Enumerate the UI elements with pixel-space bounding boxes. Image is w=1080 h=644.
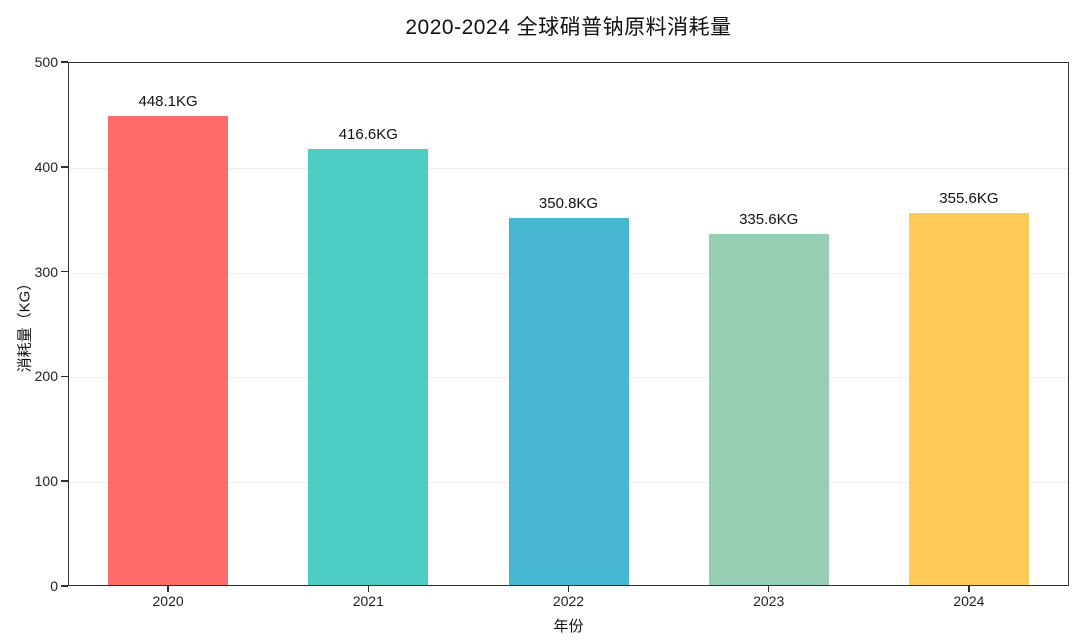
y-tick-label: 500 bbox=[34, 54, 58, 70]
x-axis-tick bbox=[767, 586, 770, 592]
y-axis-tick bbox=[61, 480, 68, 482]
x-axis-tick bbox=[567, 586, 570, 592]
x-tick-label-2023: 2023 bbox=[753, 593, 785, 609]
bar-value-label-2020: 448.1KG bbox=[138, 93, 198, 111]
bar-value-label-2022: 350.8KG bbox=[538, 195, 599, 213]
y-tick-label: 0 bbox=[50, 578, 58, 594]
bar-2021 bbox=[308, 149, 429, 585]
bar-2022 bbox=[508, 218, 629, 585]
x-axis-tick bbox=[968, 586, 970, 592]
bar-value-label-2024: 355.6KG bbox=[939, 190, 999, 208]
y-tick-label: 400 bbox=[34, 158, 58, 175]
gridline-y-400 bbox=[69, 167, 1068, 169]
x-axis-label: 年份 bbox=[553, 618, 584, 635]
y-axis-tick bbox=[61, 375, 68, 378]
x-axis-tick bbox=[367, 586, 370, 592]
bar-value-label-2023: 335.6KG bbox=[739, 211, 799, 229]
bar-2020 bbox=[108, 116, 229, 585]
bar-2023 bbox=[708, 234, 829, 585]
chart-title: 2020-2024 全球硝普钠原料消耗量 bbox=[405, 16, 732, 39]
y-axis-label: 消耗量（KG） bbox=[16, 275, 34, 373]
y-axis-tick bbox=[61, 270, 68, 273]
y-tick-label: 100 bbox=[34, 473, 58, 490]
x-tick-label-2020: 2020 bbox=[152, 593, 184, 609]
x-axis-tick bbox=[167, 586, 169, 592]
bar-2024 bbox=[908, 213, 1029, 585]
x-tick-label-2021: 2021 bbox=[352, 593, 384, 609]
y-axis-tick bbox=[61, 585, 68, 587]
y-tick-label: 300 bbox=[34, 263, 58, 280]
x-tick-label-2022: 2022 bbox=[552, 593, 585, 609]
x-tick-label-2024: 2024 bbox=[953, 593, 985, 609]
y-tick-label: 200 bbox=[34, 368, 58, 385]
y-axis-tick bbox=[61, 166, 68, 168]
bar-value-label-2021: 416.6KG bbox=[338, 126, 398, 144]
y-axis-tick bbox=[61, 61, 68, 63]
